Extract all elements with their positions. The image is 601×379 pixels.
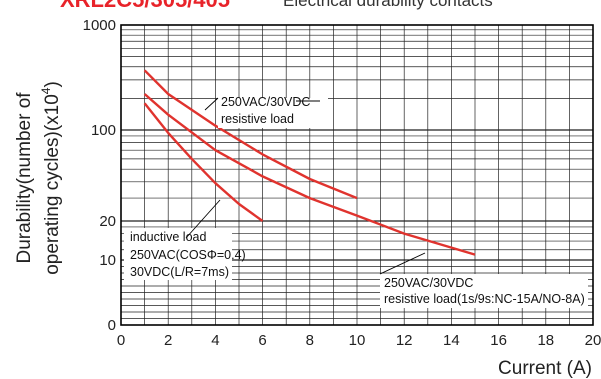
annotation-inductive-line3: 30VDC(L/R=7ms) [130,265,229,279]
series-lines [143,69,476,256]
x-tick-label: 20 [585,332,601,349]
x-tick-labels: 0 2 4 6 8 10 12 14 16 18 20 [117,332,601,349]
x-tick-label: 4 [211,332,219,349]
annotation-inductive-line1: inductive load [130,230,206,244]
y-axis-label-exponent: 4 [39,87,53,94]
annotation-cycle-line1: 250VAC/30VDC [384,276,473,290]
x-tick-label: 10 [349,332,366,349]
x-tick-label: 0 [117,332,125,349]
plot-frame [120,24,594,326]
y-tick-label: 100 [91,122,116,139]
annotation-resistive-load: 250VAC/30VDC resistive load [204,95,328,128]
y-tick-label: 20 [99,213,116,230]
y-axis-label-line2: operating cycles)(x104) [39,81,63,275]
x-axis-label: Current (A) [498,358,592,379]
annotation-resistive-line2: resistive load [221,112,294,126]
annotation-resistive-load-cycle: 250VAC/30VDC resistive load(1s/9s:NC-15A… [379,252,588,308]
x-tick-label: 14 [443,332,460,349]
annotation-resistive-line1: 250VAC/30VDC [221,95,310,109]
annotation-cycle-line2: resistive load(1s/9s:NC-15A/NO-8A) [384,292,585,306]
annotation-inductive-load: inductive load 250VAC(COSΦ=0.4) 30VDC(L/… [124,199,246,280]
y-tick-label: 1000 [83,17,116,34]
x-tick-label: 18 [537,332,554,349]
series-line-1 [143,102,264,222]
x-tick-label: 8 [306,332,314,349]
series-line-3 [143,69,358,200]
chart-header: XRL2C5/305/405 Electrical durability con… [0,0,601,12]
x-tick-label: 12 [396,332,413,349]
y-tick-label: 10 [99,252,116,269]
x-tick-label: 6 [258,332,266,349]
x-tick-label: 16 [490,332,507,349]
chart-title: Electrical durability contacts [283,0,493,10]
y-tick-label: 0 [108,317,116,334]
x-tick-label: 2 [164,332,172,349]
annotation-inductive-line2: 250VAC(COSΦ=0.4) [130,248,246,262]
series-line-2 [143,93,476,256]
y-tick-labels: 0 10 20 100 1000 [83,17,116,334]
model-title: XRL2C5/305/405 [60,0,230,12]
y-axis-label-line1: Durability(number of [14,92,35,264]
